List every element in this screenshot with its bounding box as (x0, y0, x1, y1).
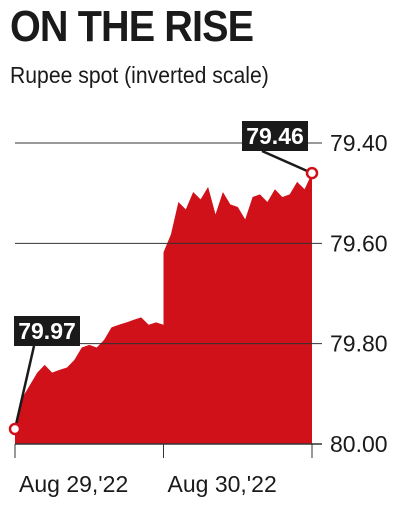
chart-subtitle: Rupee spot (inverted scale) (10, 62, 269, 88)
area-series (15, 173, 312, 444)
y-tick-label: 79.40 (330, 130, 388, 156)
callout-leader (13, 345, 36, 430)
chart-title: ON THE RISE (10, 2, 254, 51)
callout-label: 79.97 (18, 318, 76, 344)
x-tick-label: Aug 29,'22 (19, 471, 128, 497)
x-tick-label: Aug 30,'22 (168, 471, 277, 497)
y-tick-label: 80.00 (330, 431, 388, 457)
callout-leader (261, 149, 313, 175)
callout-label: 79.46 (246, 123, 304, 149)
callout-box (242, 121, 308, 151)
callout-point (305, 166, 319, 180)
y-tick-label: 79.80 (330, 331, 388, 357)
callout-box (14, 316, 80, 346)
callout-point (8, 422, 22, 436)
y-tick-label: 79.60 (330, 230, 388, 256)
